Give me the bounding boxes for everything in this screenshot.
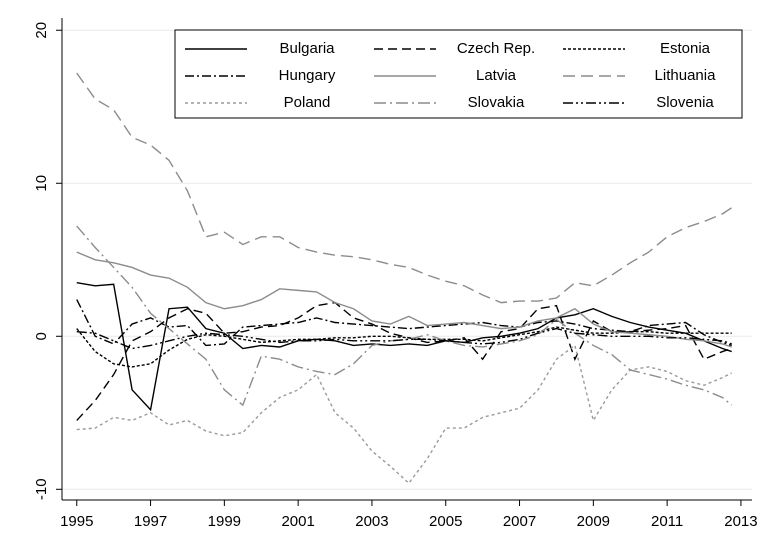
x-tick-label: 1997 [134, 513, 167, 530]
y-tick-label: 10 [33, 175, 50, 192]
x-tick-label: 2009 [577, 513, 610, 530]
legend-label: Poland [284, 94, 331, 111]
y-tick-label: 0 [33, 332, 50, 340]
y-tick-label: -10 [33, 478, 50, 500]
x-tick-label: 2007 [503, 513, 536, 530]
x-tick-label: 2005 [429, 513, 462, 530]
legend-label: Estonia [660, 40, 711, 57]
legend-label: Slovakia [468, 94, 525, 111]
x-tick-label: 2013 [724, 513, 757, 530]
series-line [76, 301, 732, 421]
legend-label: Hungary [279, 67, 336, 84]
x-tick-label: 2011 [651, 513, 683, 530]
legend-box [174, 29, 743, 119]
legend-label: Czech Rep. [457, 40, 535, 57]
x-tick-label: 2003 [355, 513, 388, 530]
x-tick-label: 1999 [208, 513, 241, 530]
x-tick-label: 2001 [281, 513, 314, 530]
series-line [76, 299, 732, 347]
legend-label: Slovenia [656, 94, 714, 111]
series-line [76, 327, 732, 350]
series-line [76, 282, 732, 412]
legend-label: Lithuania [655, 67, 717, 84]
series-line [76, 72, 733, 304]
series-line [76, 225, 733, 407]
series-line [76, 251, 732, 348]
y-tick-label: 20 [33, 22, 50, 39]
series-line [76, 344, 733, 485]
x-tick-label: 1995 [60, 513, 93, 530]
legend-label: Latvia [476, 67, 517, 84]
series-line [76, 326, 732, 368]
legend-label: Bulgaria [279, 40, 335, 57]
